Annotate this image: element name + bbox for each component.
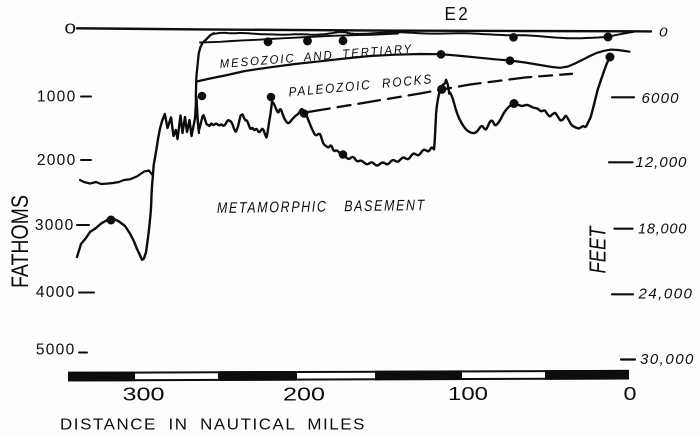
svg-text:100: 100 xyxy=(448,384,488,404)
svg-text:5000: 5000 xyxy=(36,342,76,359)
svg-text:METAMORPHIC BASEMENT: METAMORPHIC BASEMENT xyxy=(217,197,426,217)
svg-text:4000: 4000 xyxy=(36,284,76,301)
svg-text:FATHOMS: FATHOMS xyxy=(7,195,34,288)
svg-text:12,000: 12,000 xyxy=(636,154,688,171)
svg-text:6000: 6000 xyxy=(642,90,680,107)
svg-text:DISTANCE IN NAUTICAL MILES: DISTANCE IN NAUTICAL MILES xyxy=(60,417,366,434)
svg-text:0: 0 xyxy=(624,383,637,404)
svg-text:300: 300 xyxy=(123,385,165,405)
svg-text:0: 0 xyxy=(65,21,77,38)
svg-text:FEET: FEET xyxy=(585,225,611,273)
svg-text:3000: 3000 xyxy=(35,217,75,234)
svg-text:0: 0 xyxy=(659,25,668,40)
svg-text:2000: 2000 xyxy=(37,152,77,169)
svg-text:E2: E2 xyxy=(445,3,471,24)
svg-text:200: 200 xyxy=(283,385,325,405)
svg-text:18,000: 18,000 xyxy=(638,221,687,237)
svg-text:24,000: 24,000 xyxy=(638,286,694,303)
svg-text:30,000: 30,000 xyxy=(640,351,695,368)
svg-text:1000: 1000 xyxy=(37,89,77,106)
